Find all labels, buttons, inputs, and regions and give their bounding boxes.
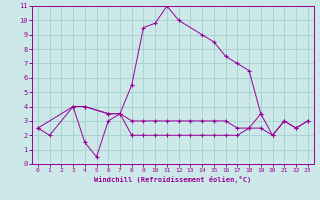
X-axis label: Windchill (Refroidissement éolien,°C): Windchill (Refroidissement éolien,°C) bbox=[94, 176, 252, 183]
